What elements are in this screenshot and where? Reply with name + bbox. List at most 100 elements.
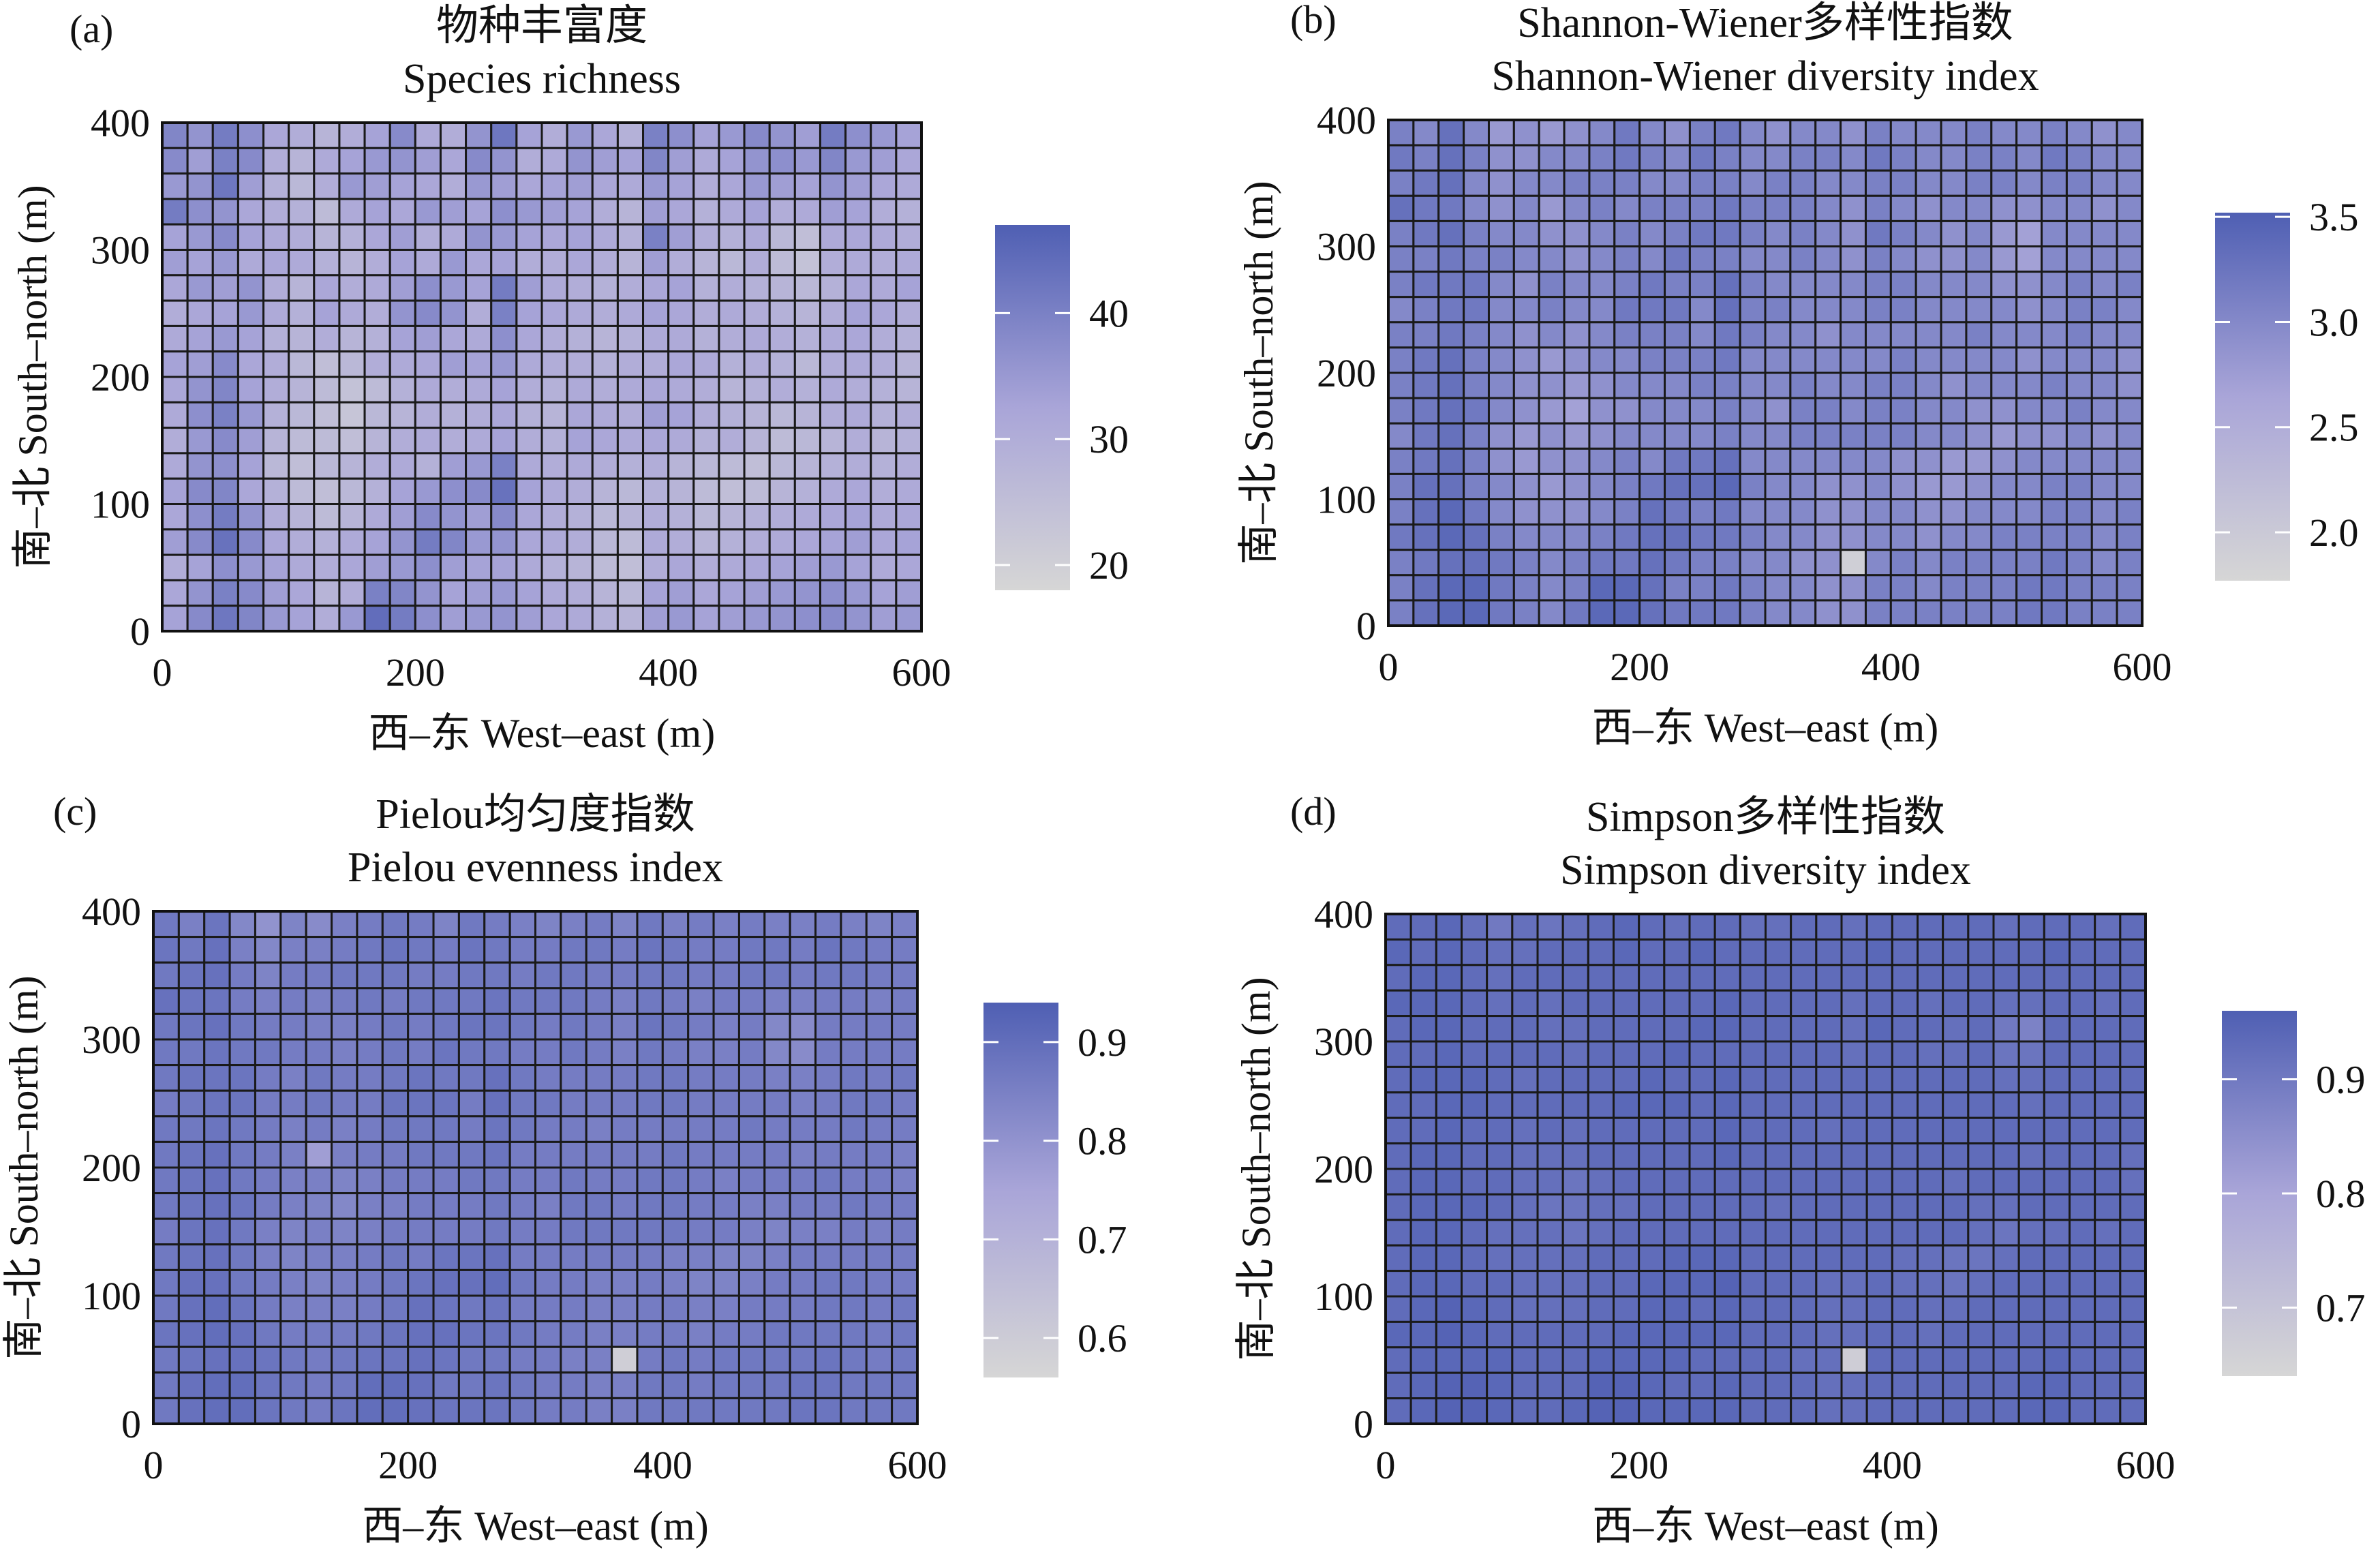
heatmap-cell: [1638, 245, 1666, 273]
heatmap-cell: [1536, 913, 1564, 941]
heatmap-cell: [1463, 523, 1490, 551]
heatmap-cell: [2116, 194, 2143, 222]
heatmap-cell: [1713, 913, 1741, 941]
heatmap-cell: [1409, 964, 1437, 992]
heatmap-cell: [1889, 498, 1917, 526]
y-tick-label: 0: [121, 1402, 141, 1446]
heatmap-cell: [432, 1294, 460, 1323]
heatmap-cell: [793, 324, 821, 353]
heatmap-cell: [611, 1294, 639, 1323]
heatmap-cell: [152, 910, 180, 939]
heatmap-cell: [313, 503, 341, 531]
heatmap-cell: [1536, 1320, 1564, 1349]
heatmap-cell: [1713, 144, 1741, 172]
heatmap-cell: [865, 1115, 894, 1143]
heatmap-cell: [1965, 523, 1993, 551]
heatmap-cell: [1538, 119, 1566, 147]
heatmap-cell: [363, 172, 391, 200]
heatmap-cell: [1967, 1142, 1995, 1170]
heatmap-cell: [585, 1320, 613, 1348]
heatmap-cell: [712, 1397, 740, 1425]
heatmap-cell: [338, 198, 366, 226]
heatmap-cell: [692, 249, 720, 277]
heatmap-cell: [432, 1320, 460, 1348]
heatmap-cell: [414, 350, 442, 378]
heatmap-cell: [1790, 1116, 1818, 1145]
colorbar-tick-label: 0.9: [1078, 1020, 1127, 1065]
heatmap-cell: [388, 299, 416, 327]
heatmap-cell: [1512, 194, 1540, 222]
heatmap-cell: [763, 1064, 791, 1092]
heatmap-cell: [2043, 1142, 2071, 1170]
heatmap-cell: [1840, 422, 1867, 450]
heatmap-cell: [534, 1064, 562, 1092]
heatmap-cell: [844, 503, 872, 531]
heatmap-cell: [2119, 964, 2147, 992]
heatmap-cell: [1688, 245, 1716, 273]
heatmap-cell: [789, 1064, 817, 1092]
heatmap-cell: [895, 223, 923, 252]
heatmap-cell: [661, 936, 690, 964]
heatmap-cell: [1965, 245, 1993, 273]
heatmap-cell: [1739, 119, 1767, 147]
heatmap-cell: [1663, 1295, 1691, 1323]
heatmap-cell: [2065, 549, 2093, 577]
heatmap-cell: [1990, 447, 2018, 475]
heatmap-cell: [186, 503, 214, 531]
heatmap-cell: [1587, 1320, 1615, 1349]
heatmap-cell: [768, 299, 796, 327]
heatmap-cell: [566, 553, 594, 581]
heatmap-cell: [1967, 1040, 1995, 1068]
heatmap-cell: [1563, 144, 1591, 172]
heatmap-cell: [1967, 1116, 1995, 1145]
heatmap-cell: [211, 376, 239, 403]
heatmap-cell: [540, 172, 568, 200]
heatmap-cell: [1815, 938, 1843, 966]
heatmap-cell: [1914, 169, 1942, 197]
heatmap-cell: [844, 324, 872, 353]
heatmap-cell: [1940, 119, 1968, 147]
heatmap-cell: [616, 299, 645, 327]
heatmap-cell: [687, 1320, 715, 1348]
heatmap-cell: [1511, 989, 1539, 1018]
heatmap-cell: [1663, 938, 1691, 966]
heatmap-cell: [288, 147, 316, 175]
heatmap-cell: [483, 1371, 511, 1399]
heatmap-cell: [1713, 321, 1741, 349]
heatmap-cell: [1412, 169, 1440, 197]
heatmap-cell: [718, 503, 746, 531]
y-tick-label: 200: [1314, 1147, 1373, 1191]
heatmap-cell: [2119, 1091, 2147, 1119]
heatmap-cell: [870, 350, 898, 378]
heatmap-cell: [1789, 169, 1817, 197]
heatmap-cell: [515, 401, 543, 429]
heatmap-cell: [540, 274, 568, 302]
heatmap-cell: [1538, 498, 1566, 526]
heatmap-cell: [1990, 574, 2018, 602]
heatmap-cell: [763, 1397, 791, 1425]
heatmap-cell: [1864, 296, 1892, 324]
heatmap-cell: [585, 910, 613, 939]
heatmap-cell: [616, 452, 645, 480]
colorbar-tick-label: 2.0: [2309, 511, 2359, 555]
heatmap-cell: [381, 1243, 410, 1271]
heatmap-cell: [152, 1064, 180, 1092]
heatmap-cell: [407, 1397, 435, 1425]
heatmap-cell: [2119, 1295, 2147, 1323]
heatmap-cell: [1739, 219, 1767, 247]
heatmap-cell: [177, 1064, 206, 1092]
heatmap-cell: [819, 249, 847, 277]
colorbar-tick-label: 0.8: [1078, 1119, 1127, 1163]
heatmap-cell: [687, 987, 715, 1015]
heatmap-cell: [819, 299, 847, 327]
heatmap-cell: [338, 324, 366, 353]
heatmap-cell: [1789, 194, 1817, 222]
heatmap-cell: [566, 376, 594, 403]
heatmap-cell: [407, 1371, 435, 1399]
heatmap-cell: [895, 579, 923, 607]
heatmap-cell: [814, 1166, 842, 1195]
heatmap-cell: [279, 1192, 307, 1220]
heatmap-cell: [1713, 1371, 1741, 1400]
heatmap-cell: [1713, 599, 1741, 627]
